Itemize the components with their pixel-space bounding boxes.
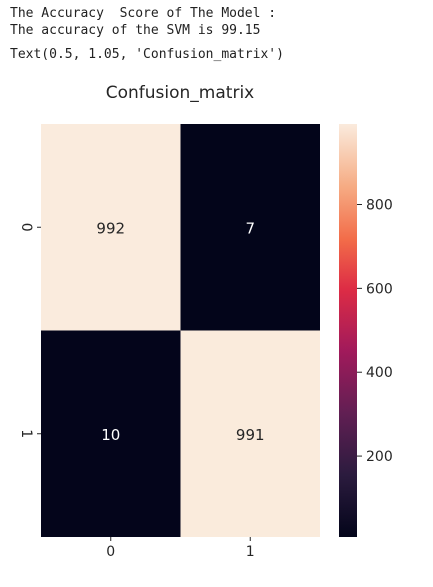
heatmap-cell-1-1	[180, 330, 320, 537]
x-tick-label-0: 0	[106, 544, 115, 560]
output-line-accuracy-value: The accuracy of the SVM is 99.15	[10, 23, 261, 38]
y-tick-label-0: 0	[18, 223, 34, 232]
x-tick-label-1: 1	[246, 544, 255, 560]
chart-title: Confusion_matrix	[106, 83, 254, 103]
heatmap-cell-0-1	[180, 124, 320, 331]
colorbar-tick-label-2: 600	[366, 281, 393, 297]
heatmap-cell-0-0	[41, 124, 181, 331]
y-tick-label-1: 1	[18, 429, 34, 438]
colorbar-tick-label-1: 400	[366, 365, 393, 381]
cell-annotation-1-1: 991	[236, 426, 265, 444]
output-line-accuracy-header: The Accuracy Score of The Model :	[10, 6, 277, 21]
heatmap-cell-1-0	[41, 330, 181, 537]
cell-annotation-1-0: 10	[101, 426, 120, 444]
output-line-text-repr: Text(0.5, 1.05, 'Confusion_matrix')	[10, 47, 284, 62]
colorbar	[339, 124, 357, 537]
cell-annotation-0-0: 992	[96, 219, 125, 237]
colorbar-tick-label-3: 800	[366, 198, 393, 214]
colorbar-tick-label-0: 200	[366, 449, 393, 465]
cell-annotation-0-1: 7	[245, 219, 255, 237]
